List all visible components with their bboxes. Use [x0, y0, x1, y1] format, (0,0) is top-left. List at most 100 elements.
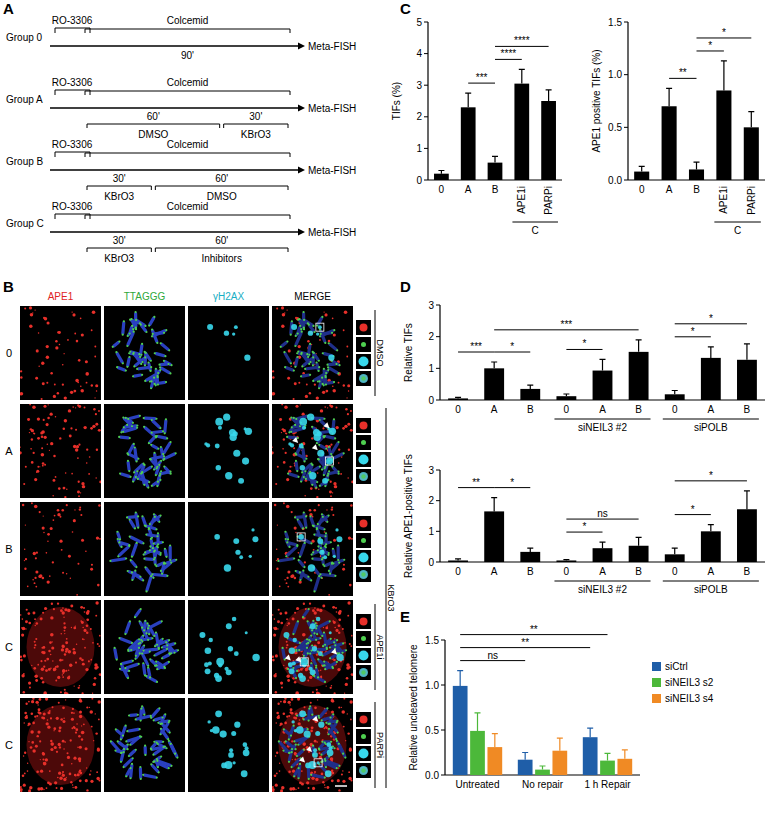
chromosome — [307, 344, 312, 357]
signal — [144, 524, 146, 526]
signal — [163, 563, 165, 565]
signal — [75, 448, 78, 451]
signal — [31, 461, 34, 464]
signal — [330, 444, 332, 446]
signal — [76, 723, 78, 725]
label: KBrO3 — [104, 253, 134, 264]
signal — [82, 627, 84, 629]
signal — [216, 465, 221, 470]
signal — [24, 549, 25, 550]
chromosome — [298, 318, 309, 325]
signal — [312, 646, 317, 651]
signal — [329, 491, 332, 494]
signal — [75, 625, 76, 626]
signal — [22, 628, 24, 630]
signal — [20, 376, 22, 378]
signal — [51, 646, 54, 649]
signal — [305, 515, 307, 517]
signal — [158, 648, 160, 650]
signal — [131, 571, 133, 573]
signal — [319, 335, 321, 337]
image-bg — [272, 600, 353, 694]
signal — [302, 311, 304, 313]
signal — [155, 368, 157, 370]
inset — [356, 469, 371, 484]
signal — [63, 622, 65, 624]
signal — [148, 625, 150, 627]
signal — [341, 456, 343, 458]
signal — [298, 534, 304, 540]
chromosome — [153, 513, 161, 522]
signal — [323, 474, 325, 476]
signal — [40, 677, 43, 680]
signal — [36, 552, 38, 554]
signal — [34, 674, 38, 678]
signal — [34, 618, 36, 620]
signal — [138, 353, 140, 355]
signal — [168, 652, 170, 654]
signal — [72, 313, 75, 316]
signal — [62, 659, 64, 661]
signal — [50, 442, 53, 445]
signal — [147, 361, 149, 363]
inset — [356, 418, 371, 433]
signal — [312, 524, 314, 526]
signal — [288, 431, 290, 433]
signal — [166, 648, 168, 650]
signal — [317, 450, 324, 457]
signal — [318, 504, 320, 506]
signal — [324, 485, 326, 487]
signal — [337, 441, 339, 443]
signal — [244, 355, 250, 361]
signal — [296, 607, 299, 610]
signal — [52, 495, 54, 497]
signal — [37, 664, 39, 666]
signal — [155, 528, 157, 530]
signal — [326, 685, 327, 686]
signal — [73, 651, 76, 654]
signal — [167, 363, 169, 365]
signal — [332, 385, 334, 387]
signal — [64, 653, 66, 655]
signal — [62, 384, 64, 386]
signal — [74, 685, 75, 686]
signal — [21, 674, 24, 677]
signal — [128, 470, 130, 472]
signal — [122, 416, 124, 418]
chromosome — [119, 435, 130, 439]
signal — [113, 647, 115, 649]
signal — [71, 311, 72, 312]
signal — [53, 395, 56, 398]
image-bg — [104, 600, 185, 694]
signal — [315, 486, 317, 488]
signal — [158, 647, 160, 649]
signal — [95, 601, 98, 604]
signal — [20, 451, 22, 454]
signal — [155, 660, 157, 662]
signal — [331, 563, 333, 565]
signal — [41, 447, 43, 449]
micrograph — [20, 306, 101, 400]
signal — [305, 527, 307, 529]
signal — [296, 470, 298, 472]
signal — [156, 664, 158, 666]
micrograph — [104, 306, 185, 400]
signal — [316, 617, 321, 622]
signal — [137, 458, 139, 460]
label: KBrO3 — [104, 191, 134, 202]
signal — [318, 370, 320, 372]
signal — [34, 641, 36, 643]
signal — [329, 646, 331, 648]
signal — [233, 450, 240, 457]
signal — [288, 546, 290, 548]
signal — [296, 670, 298, 672]
signal — [306, 353, 308, 355]
signal — [23, 784, 26, 787]
signal — [329, 620, 331, 622]
signal — [284, 612, 287, 615]
signal — [76, 340, 79, 343]
signal — [83, 723, 85, 725]
signal — [283, 632, 289, 638]
signal — [79, 685, 80, 686]
signal — [149, 549, 151, 551]
